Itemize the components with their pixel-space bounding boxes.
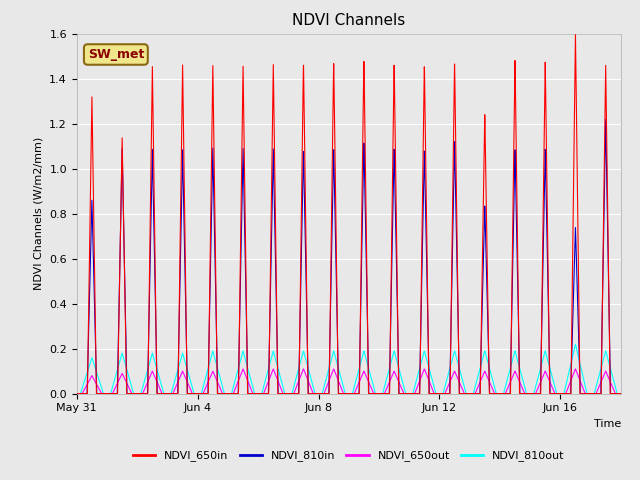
Y-axis label: NDVI Channels (W/m2/mm): NDVI Channels (W/m2/mm) (34, 137, 44, 290)
X-axis label: Time: Time (593, 419, 621, 429)
Legend: NDVI_650in, NDVI_810in, NDVI_650out, NDVI_810out: NDVI_650in, NDVI_810in, NDVI_650out, NDV… (129, 446, 569, 466)
Text: SW_met: SW_met (88, 48, 144, 61)
Title: NDVI Channels: NDVI Channels (292, 13, 405, 28)
